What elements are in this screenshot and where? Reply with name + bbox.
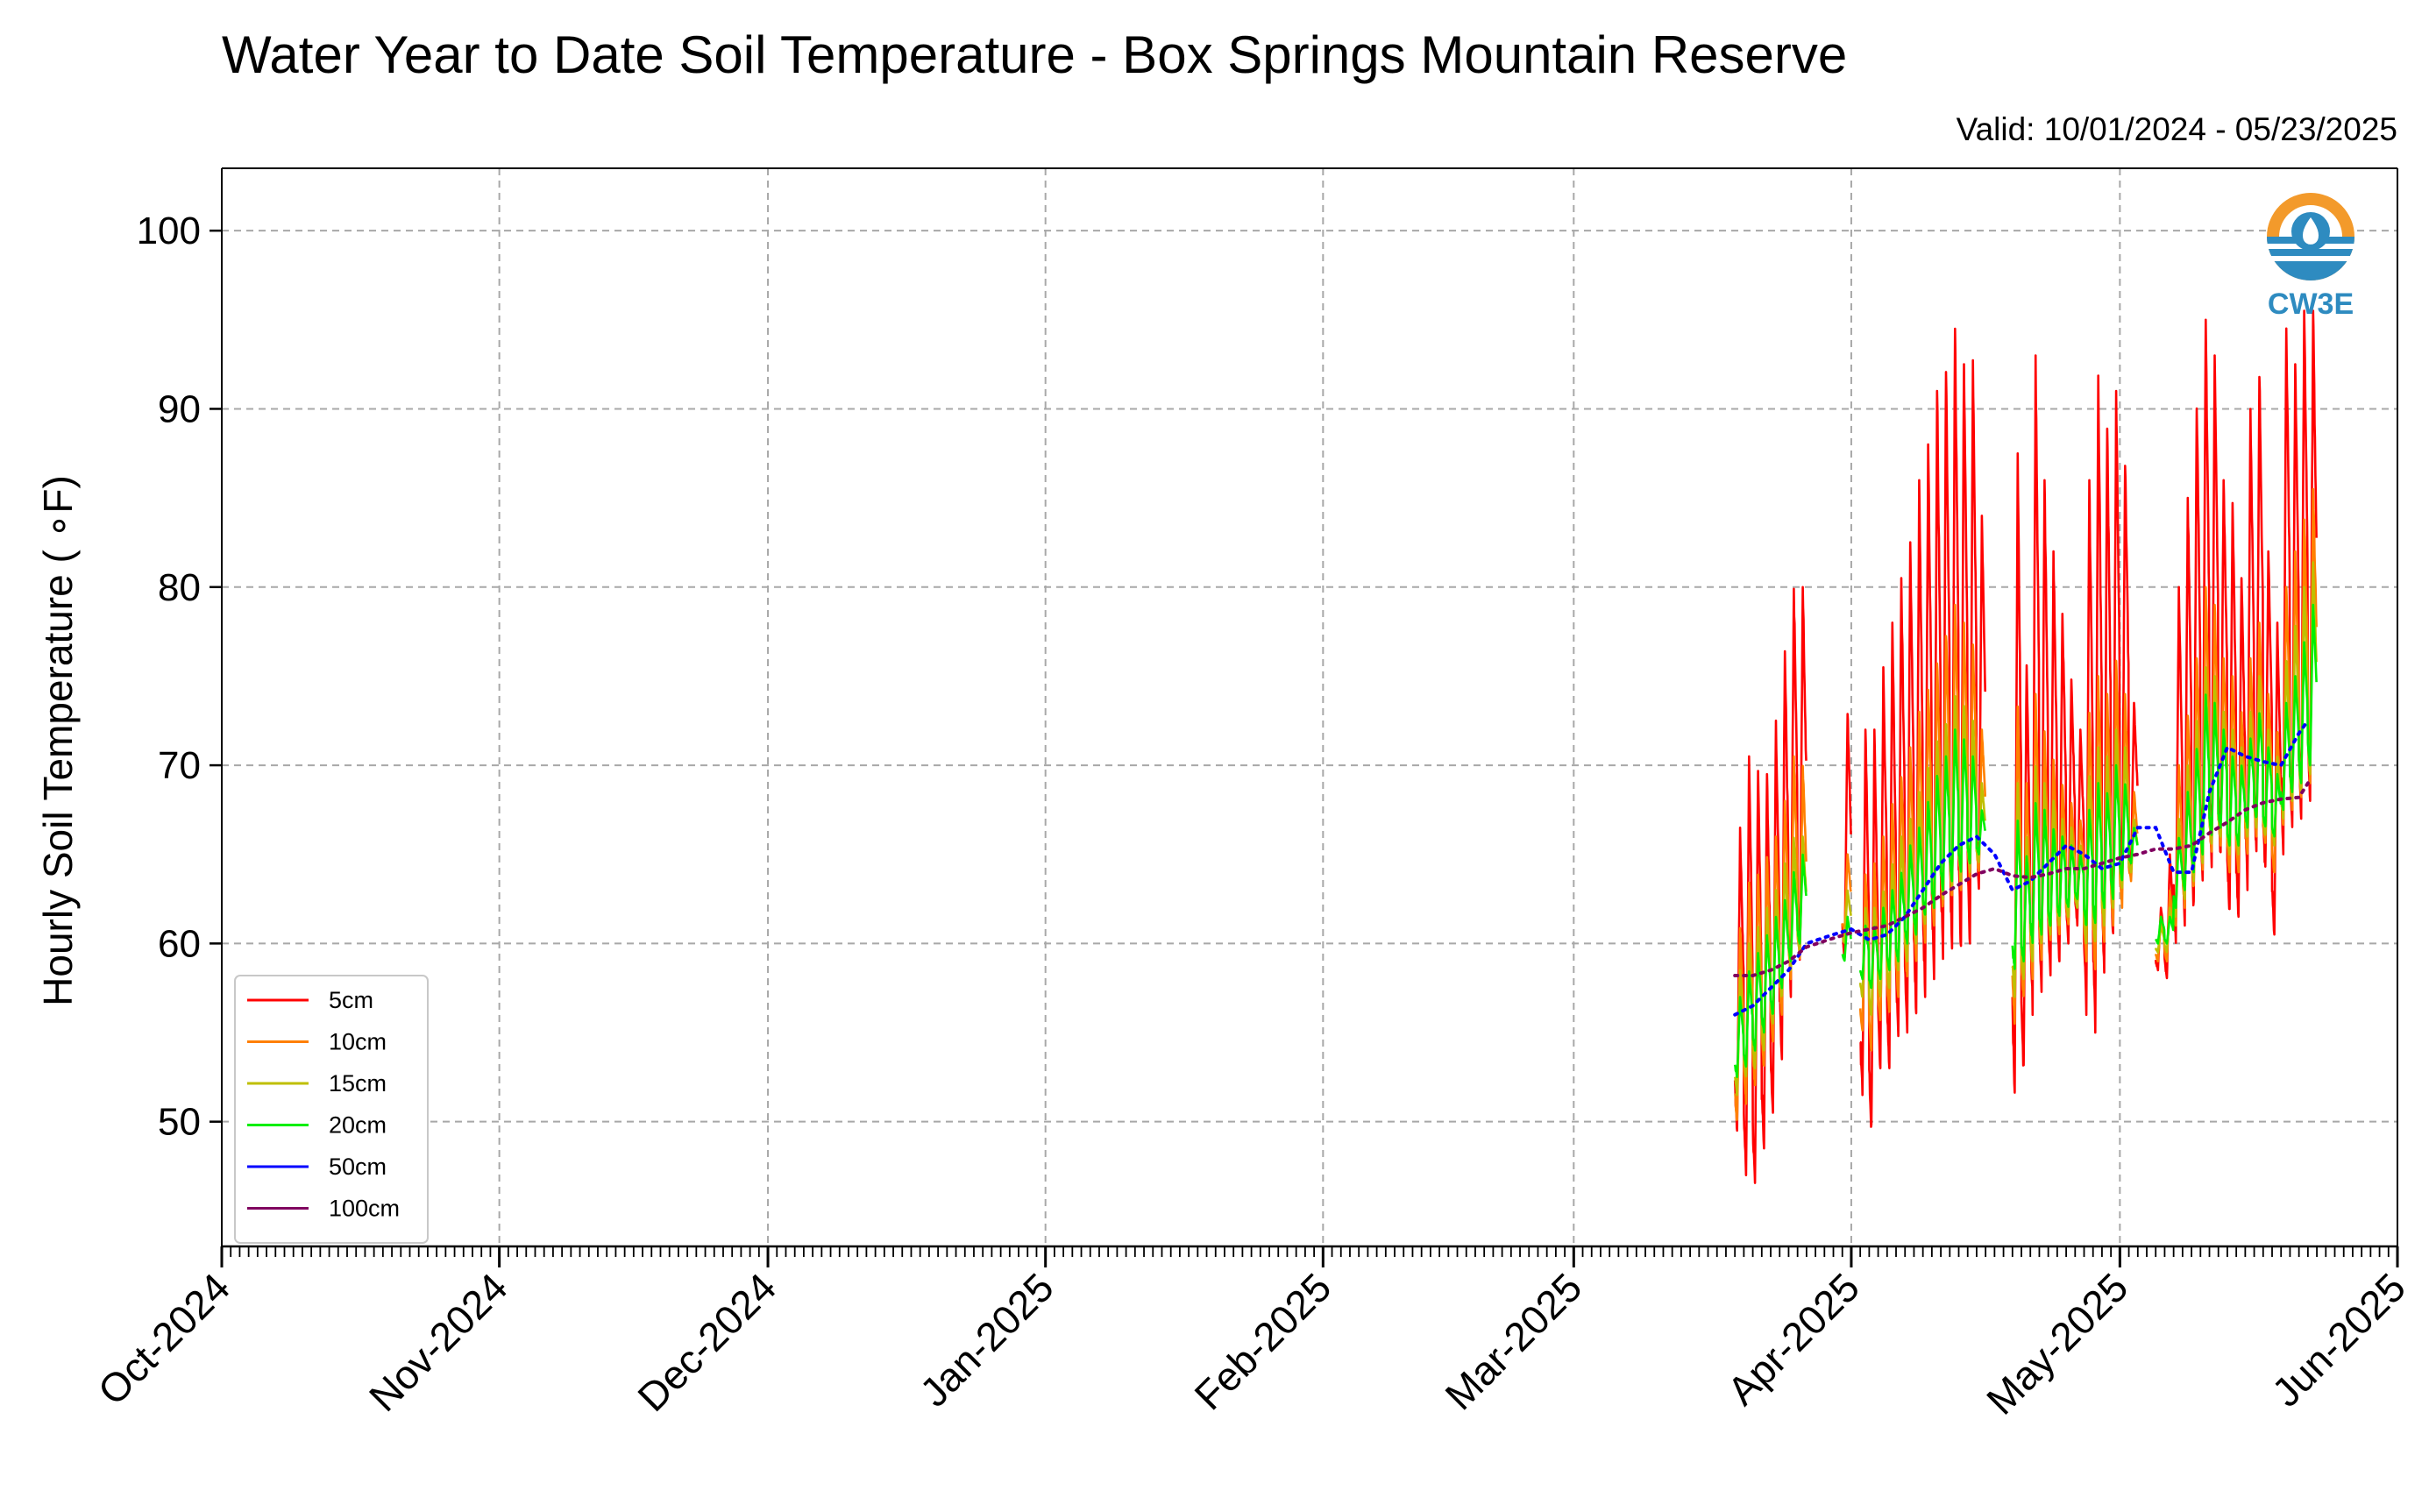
legend: 5cm 10cm 15cm 20cm 50cm 100cm — [234, 975, 429, 1244]
series-line-10cm — [1841, 853, 1852, 935]
legend-label-100cm: 100cm — [329, 1196, 400, 1222]
legend-label-50cm: 50cm — [329, 1154, 387, 1180]
series-line-20cm — [2011, 763, 2139, 970]
cw3e-logo: CW3E — [2267, 193, 2354, 321]
series-layer — [1733, 309, 2318, 1184]
series-line-100cm — [1733, 781, 2310, 977]
series-line-5cm — [1841, 713, 1852, 960]
y-tick-label: 60 — [158, 922, 201, 965]
chart-title: Water Year to Date Soil Temperature - Bo… — [222, 25, 1847, 84]
logo-drop-icon — [2303, 217, 2319, 245]
y-axis-label: Hourly Soil Temperature ( ∘F) — [35, 475, 81, 1006]
series-line-15cm — [1841, 889, 1852, 944]
y-tick-label: 90 — [158, 387, 201, 430]
series-line-20cm — [2155, 603, 2318, 945]
y-tick-label: 100 — [137, 209, 201, 252]
y-tick-label: 70 — [158, 744, 201, 787]
y-tick-label: 80 — [158, 566, 201, 609]
chart-subtitle: Valid: 10/01/2024 - 05/23/2025 — [1957, 111, 2397, 147]
legend-label-15cm: 15cm — [329, 1070, 387, 1097]
legend-label-20cm: 20cm — [329, 1112, 387, 1139]
logo-text: CW3E — [2268, 287, 2354, 321]
legend-label-10cm: 10cm — [329, 1029, 387, 1055]
y-tick-label: 50 — [158, 1101, 201, 1144]
series-100cm — [1733, 781, 2310, 977]
legend-label-5cm: 5cm — [329, 987, 373, 1013]
